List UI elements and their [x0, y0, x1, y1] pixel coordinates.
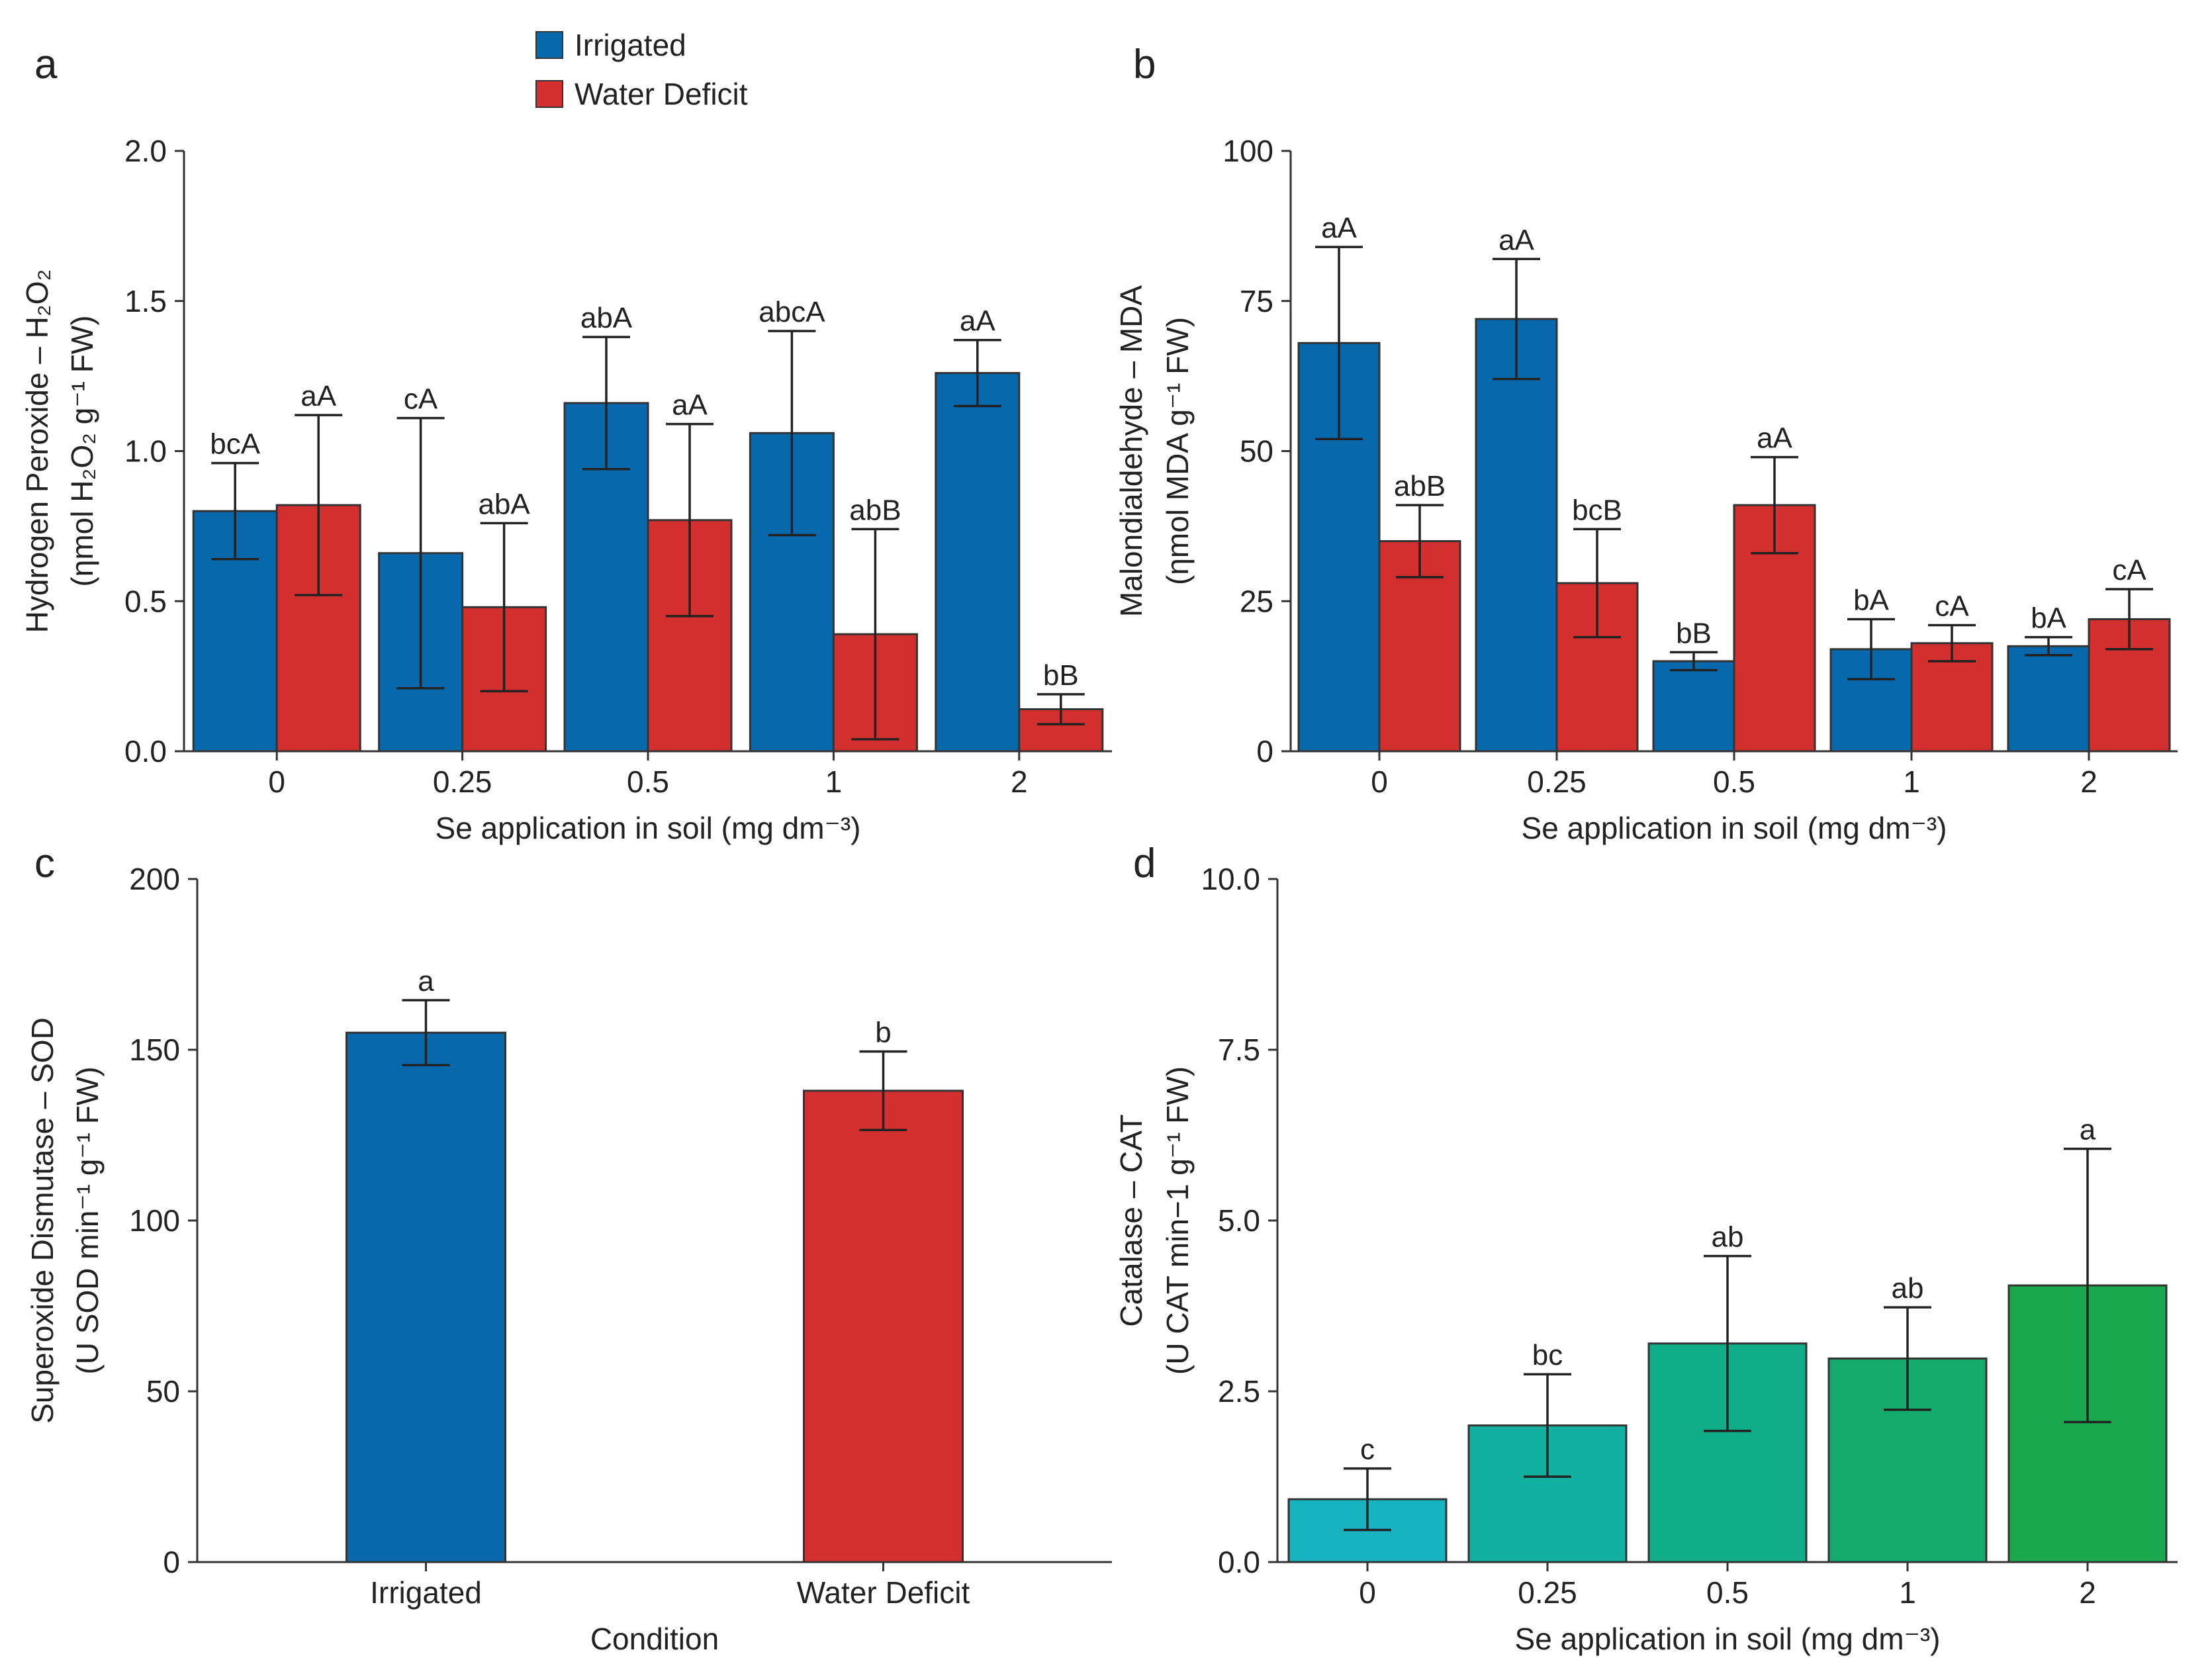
- y-tick-label: 2.5: [1218, 1374, 1260, 1409]
- panel-letter-b: b: [1133, 42, 1156, 87]
- panel-a-irrigated-bar: [935, 372, 1021, 753]
- x-tick-label: 0.5: [1706, 1575, 1749, 1610]
- panel-d-cat-1-significance-label: bc: [1532, 1339, 1563, 1371]
- panel-letter-a: a: [34, 42, 58, 87]
- x-tick-label: Water Deficit: [797, 1575, 970, 1610]
- x-tick-label: 0.25: [1518, 1575, 1577, 1610]
- panel-d-chart: d 0.0 2.5 5.0 7.5 10.0 0 0.25 0.5 1 2 c bc ab ab a Se ap…: [1114, 841, 2178, 1656]
- y-axis-title: Hydrogen Peroxide – H₂O₂: [20, 269, 54, 633]
- panel-b-irrigated-significance-label: bA: [1853, 584, 1889, 616]
- panel-a-chart: a 0.0 0.5 1.0 1.5 2.0 0 0.25 0.5 1 2 bcA aA cA abA abA a…: [20, 42, 1112, 845]
- x-tick-label: 1: [1899, 1575, 1916, 1610]
- panel-a-irrigated-significance-label: abcA: [759, 296, 825, 328]
- y-tick-label: 10.0: [1201, 862, 1260, 896]
- x-tick-label: 0: [1359, 1575, 1376, 1610]
- y-tick-label: 0.0: [1218, 1545, 1260, 1579]
- y-tick-label: 1.5: [124, 284, 167, 318]
- x-tick-label: 0.5: [1713, 764, 1755, 799]
- panel-b-irrigated-bar: [2007, 645, 2090, 753]
- y-axis-title: Catalase – CAT: [1114, 1114, 1148, 1326]
- panel-a-irrigated-significance-label: abA: [580, 302, 633, 334]
- y-tick-label: 75: [1240, 284, 1273, 318]
- panel-b-irrigated-bar: [1475, 318, 1558, 753]
- panel-a-water-deficit-significance-label: abB: [849, 494, 901, 526]
- x-axis-title: Se application in soil (mg dm⁻³): [436, 811, 861, 845]
- x-tick-label: Irrigated: [370, 1575, 482, 1610]
- y-axis-unit: (U CAT min−1 g⁻¹ FW): [1160, 1066, 1195, 1375]
- y-tick-label: 150: [129, 1033, 180, 1067]
- x-tick-label: 1: [1903, 764, 1920, 799]
- panel-a-water-deficit-significance-label: abA: [478, 488, 530, 520]
- x-tick-label: 2: [2080, 764, 2097, 799]
- y-axis-unit: (ηmol H₂O₂ g⁻¹ FW): [65, 315, 99, 586]
- legend-swatch-irrigated: [535, 31, 563, 59]
- y-axis-unit: (ηmol MDA g⁻¹ FW): [1160, 317, 1195, 585]
- y-tick-label: 0.5: [124, 584, 167, 618]
- panel-c-cat-0-bar: [346, 1031, 506, 1563]
- panel-d-cat-2-significance-label: ab: [1712, 1221, 1744, 1254]
- x-axis-title: Se application in soil (mg dm⁻³): [1522, 811, 1947, 845]
- panel-d-cat-3-significance-label: ab: [1892, 1272, 1924, 1305]
- legend-swatch-water-deficit: [535, 80, 563, 108]
- panel-b-water-deficit-significance-label: abB: [1394, 470, 1446, 502]
- panel-b-irrigated-significance-label: aA: [1498, 224, 1534, 256]
- y-tick-label: 50: [146, 1374, 180, 1409]
- legend-label-water-deficit: Water Deficit: [575, 77, 748, 111]
- panel-b-irrigated-significance-label: bA: [2031, 602, 2066, 635]
- panel-d-cat-0-significance-label: c: [1360, 1434, 1375, 1466]
- y-tick-label: 200: [129, 862, 180, 896]
- y-tick-label: 2.0: [124, 134, 167, 168]
- y-axis-title: Superoxide Dismutase – SOD: [25, 1017, 60, 1424]
- x-tick-label: 0: [1371, 764, 1388, 799]
- x-tick-label: 0: [268, 764, 285, 799]
- panel-b-chart: b 0 25 50 75 100 0 0.25 0.5 1 2 aA abB aA bcB bB aA bA cA b…: [1114, 42, 2178, 845]
- y-tick-label: 7.5: [1218, 1033, 1260, 1067]
- x-tick-label: 2: [1011, 764, 1028, 799]
- panel-b-water-deficit-significance-label: cA: [1935, 590, 1969, 623]
- panel-a-irrigated-significance-label: cA: [404, 383, 438, 416]
- x-tick-label: 0.25: [433, 764, 492, 799]
- panel-c-chart: c 0 50 100 150 200 Irrigated Water Deficit a b Con…: [25, 841, 1112, 1656]
- panel-letter-d: d: [1133, 841, 1156, 886]
- y-tick-label: 0.0: [124, 734, 167, 768]
- panel-letter-c: c: [34, 841, 55, 886]
- panel-b-water-deficit-significance-label: bcB: [1572, 494, 1622, 526]
- x-axis-title: Se application in soil (mg dm⁻³): [1515, 1622, 1941, 1656]
- panel-a-water-deficit-significance-label: bB: [1043, 659, 1079, 692]
- panel-a-irrigated-significance-label: aA: [960, 305, 995, 338]
- x-tick-label: 0.25: [1527, 764, 1587, 799]
- y-axis-unit: (U SOD min⁻¹ g⁻¹ FW): [70, 1066, 105, 1374]
- panel-a-irrigated-significance-label: bcA: [210, 428, 260, 461]
- x-tick-label: 0.5: [627, 764, 669, 799]
- panel-a-water-deficit-significance-label: aA: [300, 380, 336, 412]
- legend: Irrigated Water Deficit: [535, 28, 748, 111]
- panel-c-cat-0-significance-label: a: [418, 965, 434, 997]
- y-tick-label: 100: [129, 1203, 180, 1238]
- x-tick-label: 1: [825, 764, 843, 799]
- panel-c-cat-1-bar: [803, 1089, 964, 1563]
- y-tick-label: 1.0: [124, 434, 167, 469]
- y-tick-label: 0: [1256, 734, 1273, 768]
- y-tick-label: 25: [1240, 584, 1273, 618]
- panel-a-water-deficit-significance-label: aA: [672, 389, 708, 422]
- y-axis-title: Malondialdehyde – MDA: [1114, 285, 1148, 617]
- y-tick-label: 5.0: [1218, 1203, 1260, 1238]
- panel-b-water-deficit-significance-label: aA: [1757, 422, 1792, 455]
- panel-d-cat-1-bar: [1467, 1424, 1628, 1563]
- panel-b-irrigated-bar: [1652, 660, 1735, 753]
- panel-c-cat-1-significance-label: b: [875, 1017, 891, 1049]
- x-axis-title: Condition: [590, 1622, 719, 1656]
- y-tick-label: 50: [1240, 434, 1273, 469]
- panel-b-irrigated-significance-label: aA: [1321, 212, 1357, 244]
- x-tick-label: 2: [2079, 1575, 2096, 1610]
- legend-label-irrigated: Irrigated: [575, 28, 686, 62]
- y-tick-label: 0: [163, 1545, 180, 1579]
- panel-d-cat-4-significance-label: a: [2080, 1114, 2096, 1146]
- y-tick-label: 100: [1222, 134, 1273, 168]
- panel-b-irrigated-significance-label: bB: [1676, 617, 1712, 649]
- panel-b-water-deficit-significance-label: cA: [2112, 554, 2146, 586]
